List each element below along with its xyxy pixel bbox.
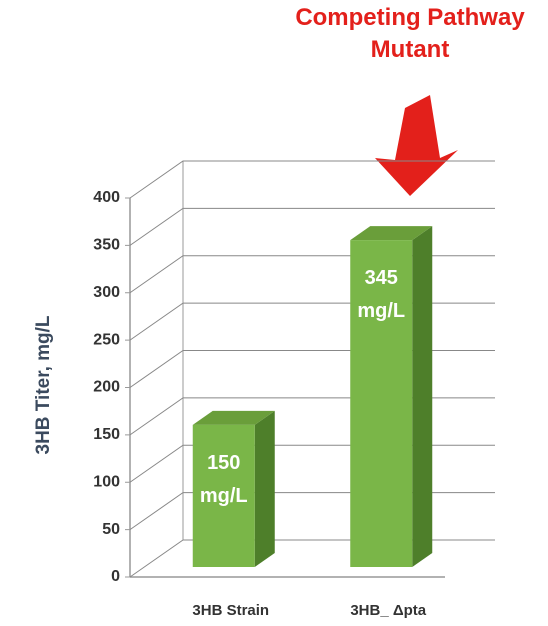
y-tick-label: 250 [93,331,120,348]
value-label: 150 mg/L [199,451,248,507]
grid-line [129,397,495,436]
grid-line [129,255,495,294]
grid-line [129,350,495,388]
grid-line [129,207,495,246]
y-tick-label: 100 [93,473,120,490]
grid-line [129,444,495,483]
bar-top [192,410,275,425]
y-tick-label: 0 [111,568,120,585]
grid-line [129,160,495,199]
bar [350,240,413,568]
bar [192,424,255,567]
bar-side [412,226,433,568]
y-tick-label: 50 [102,521,120,538]
y-tick-label: 350 [93,237,120,254]
y-tick-label: 200 [93,379,120,396]
y-axis-label: 3HB Titer, mg/L [33,315,54,454]
y-tick-label: 300 [93,284,120,301]
bar-side [254,410,275,567]
grid-line [129,302,495,341]
x-tick-label: 3HB_ Δpta [350,602,426,619]
value-label: 345 mg/L [357,267,406,323]
bar-top [350,226,433,241]
annotation: Competing Pathway Mutant [295,4,525,63]
x-tick-label: 3HB Strain [192,602,269,619]
grid-line [129,492,495,531]
grid-line [129,539,495,578]
arrow [375,95,458,196]
y-tick-label: 400 [93,189,120,206]
y-tick-label: 150 [93,426,120,443]
